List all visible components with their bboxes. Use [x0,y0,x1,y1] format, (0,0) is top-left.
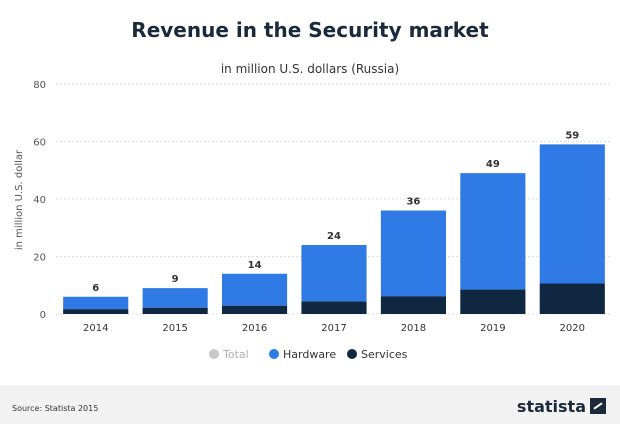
bar-services[interactable] [380,296,446,314]
bar-hardware[interactable] [301,245,367,302]
y-axis-label: in million U.S. dollar [14,149,25,250]
y-tick-label: 40 [33,195,46,206]
y-tick-label: 0 [40,310,46,321]
legend-swatch-icon [209,349,219,359]
chart-area: 0 20 40 60 80 2014 2015 2016 2017 2018 2019 2020 6… [14,80,612,361]
footer-bar [0,385,620,424]
bar-hardware[interactable] [142,288,208,308]
legend-swatch-icon [347,349,357,359]
data-label: 24 [327,231,341,242]
brand-name: statista [516,396,586,416]
data-label: 36 [406,197,420,208]
source-text: Source: Statista 2015 [12,404,99,413]
legend[interactable]: Total Hardware Services [209,348,408,361]
bar-services[interactable] [301,301,367,314]
x-tick-label: 2020 [560,323,585,334]
x-tick-label: 2018 [401,323,426,334]
statista-mark-icon [590,398,606,414]
bar-hardware[interactable] [222,273,288,306]
x-tick-label: 2015 [162,323,187,334]
x-tick-label: 2016 [242,323,267,334]
statista-logo[interactable]: statista [517,396,606,416]
bar-services[interactable] [142,307,208,314]
x-tick-label: 2017 [321,323,346,334]
legend-item-services[interactable]: Services [347,348,408,361]
data-label: 59 [565,130,579,141]
x-tick-labels: 2014 2015 2016 2017 2018 2019 2020 [83,323,585,334]
bar-services[interactable] [460,289,526,314]
bar-hardware[interactable] [63,296,129,310]
y-tick-label: 60 [33,138,46,149]
chart-title: Revenue in the Security market [131,18,489,42]
bar-services[interactable] [222,305,288,314]
y-tick-labels: 0 20 40 60 80 [33,80,46,321]
bars [63,144,605,314]
legend-item-total[interactable]: Total [209,348,249,361]
y-tick-label: 80 [33,80,46,91]
y-tick-label: 20 [33,253,46,264]
data-label: 9 [172,274,179,285]
bar-hardware[interactable] [460,173,526,290]
chart-subtitle: in million U.S. dollars (Russia) [220,62,400,76]
bar-services[interactable] [539,283,605,314]
data-labels: 6 9 14 24 36 49 59 [92,130,579,293]
legend-label: Services [361,348,408,361]
bar-services[interactable] [63,309,129,314]
bar-hardware[interactable] [380,210,446,297]
x-tick-label: 2019 [480,323,505,334]
x-tick-label: 2014 [83,323,108,334]
data-label: 6 [92,283,99,294]
legend-label: Total [222,348,249,361]
legend-label: Hardware [283,348,336,361]
bar-hardware[interactable] [539,144,605,284]
legend-swatch-icon [269,349,279,359]
data-label: 49 [486,159,500,170]
legend-item-hardware[interactable]: Hardware [269,348,336,361]
data-label: 14 [248,260,262,271]
